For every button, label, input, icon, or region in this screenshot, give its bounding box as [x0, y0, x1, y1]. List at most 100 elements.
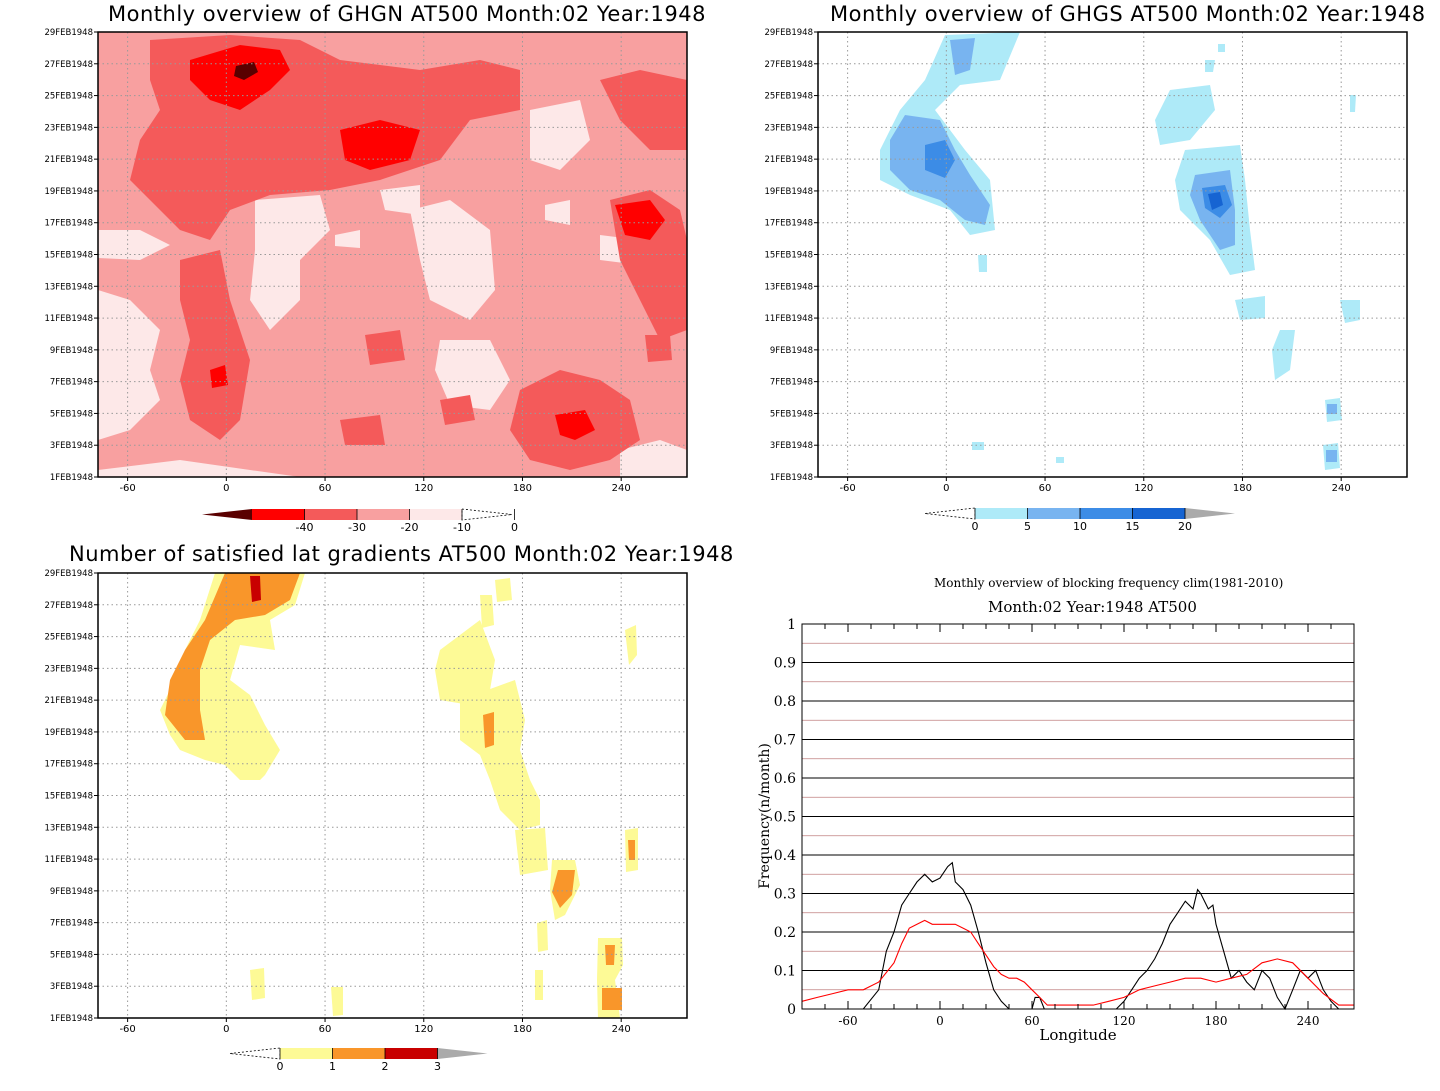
- colorbar-label: 5: [1024, 520, 1031, 533]
- y-tick-label: 11FEB1948: [44, 314, 93, 324]
- y-tick-label: 0.7: [774, 733, 796, 749]
- y-tick-label: 3FEB1948: [50, 982, 93, 992]
- series-line-0: [802, 861, 1354, 1011]
- x-tick-label: 240: [1297, 1014, 1320, 1028]
- x-tick-label: 180: [1205, 1014, 1228, 1028]
- x-tick-label: 60: [1039, 483, 1052, 494]
- y-tick-label: 29FEB1948: [764, 28, 813, 38]
- x-tick-label: 240: [1332, 483, 1351, 494]
- colorbar-box: [280, 1048, 333, 1059]
- y-tick-label: 3FEB1948: [50, 441, 93, 451]
- chart1-x-ticks: -60 0 60 120 180 240: [119, 477, 631, 494]
- x-tick-label: 180: [513, 1024, 532, 1035]
- chart3-x-ticks: -60 0 60 120 180 240: [119, 1018, 631, 1035]
- chart1-ghgn: 1FEB1948 3FEB1948 5FEB1948 7FEB1948 9FEB1948…: [44, 28, 688, 534]
- chart4-ylabel: Frequency(n/month): [757, 743, 773, 889]
- y-tick-label: 3FEB1948: [770, 441, 813, 451]
- y-tick-label: 0: [787, 1002, 796, 1018]
- chart2-y-ticks: 1FEB1948 3FEB1948 5FEB1948 7FEB1948 9FEB1948…: [764, 28, 818, 483]
- colorbar-label: 20: [1178, 520, 1192, 533]
- colorbar-label: -30: [348, 521, 366, 534]
- y-tick-label: 11FEB1948: [44, 855, 93, 865]
- chart1-colorbar: -40 -30 -20 -10 0: [202, 508, 518, 534]
- y-tick-label: 13FEB1948: [764, 282, 813, 292]
- chart4-title: Monthly overview of blocking frequency c…: [934, 576, 1284, 590]
- x-tick-label: 0: [223, 483, 229, 494]
- colorbar-extend-high: [461, 508, 513, 521]
- colorbar-box: [409, 509, 462, 520]
- colorbar-label: 10: [1073, 520, 1087, 533]
- chart4-blocking-frequency: 0 0.1 0.2 0.3 0.4 0.5 0.6 0.7 0.8 0.9 1 -60 0 60 120 1…: [757, 617, 1355, 1044]
- y-tick-label: 21FEB1948: [44, 696, 93, 706]
- chart3-field: [98, 573, 687, 1018]
- x-tick-label: 0: [223, 1024, 229, 1035]
- colorbar-label: -40: [296, 521, 314, 534]
- chart4-xlabel: Longitude: [1039, 1026, 1116, 1044]
- y-tick-label: 0.1: [774, 964, 796, 980]
- y-tick-label: 0.8: [774, 694, 796, 710]
- chart1-gridlines: [98, 32, 687, 477]
- colorbar-label: -20: [401, 521, 419, 534]
- colorbar-box: [304, 509, 357, 520]
- chart2-ghgs: 1FEB1948 3FEB1948 5FEB1948 7FEB1948 9FEB1948…: [764, 28, 1408, 533]
- chart2-field: [818, 32, 1407, 477]
- x-tick-label: 0: [936, 1014, 944, 1028]
- x-tick-label: 60: [319, 1024, 332, 1035]
- y-tick-label: 0.4: [774, 848, 796, 864]
- y-tick-label: 21FEB1948: [44, 155, 93, 165]
- chart3-title: Number of satisfied lat gradients AT500 …: [69, 542, 734, 566]
- colorbar-extend-high: [437, 1048, 488, 1059]
- chart4-x-ticks: -60 0 60 120 180 240: [801, 624, 1355, 1028]
- y-tick-label: 13FEB1948: [44, 282, 93, 292]
- chart3-y-ticks: 1FEB1948 3FEB1948 5FEB1948 7FEB1948 9FEB1948…: [44, 569, 98, 1024]
- y-tick-label: 11FEB1948: [764, 314, 813, 324]
- y-tick-label: 27FEB1948: [764, 60, 813, 70]
- chart2-colorbar: 0 5 10 15 20: [924, 507, 1235, 533]
- y-tick-label: 9FEB1948: [770, 346, 813, 356]
- x-tick-label: 180: [1233, 483, 1252, 494]
- y-tick-label: 7FEB1948: [50, 378, 93, 388]
- x-tick-label: 120: [1113, 1014, 1136, 1028]
- y-tick-label: 9FEB1948: [50, 887, 93, 897]
- y-tick-label: 15FEB1948: [44, 792, 93, 802]
- chart1-y-ticks: 1FEB1948 3FEB1948 5FEB1948 7FEB1948 9FEB1948…: [44, 28, 98, 483]
- y-tick-label: 21FEB1948: [764, 155, 813, 165]
- x-tick-label: 60: [319, 483, 332, 494]
- y-tick-label: 17FEB1948: [764, 219, 813, 229]
- colorbar-extend-low: [229, 1047, 281, 1060]
- y-tick-label: 19FEB1948: [44, 728, 93, 738]
- y-tick-label: 5FEB1948: [50, 409, 93, 419]
- colorbar-extend-low: [924, 507, 976, 520]
- chart3-lat-gradients: 1FEB1948 3FEB1948 5FEB1948 7FEB1948 9FEB1948…: [44, 569, 688, 1073]
- colorbar-box: [1080, 508, 1133, 519]
- y-tick-label: 27FEB1948: [44, 60, 93, 70]
- y-tick-label: 27FEB1948: [44, 601, 93, 611]
- chart4-gridlines: [802, 642, 1354, 991]
- y-tick-label: 1: [787, 617, 796, 633]
- colorbar-box: [975, 508, 1028, 519]
- chart3-gridlines: [98, 573, 687, 1018]
- x-tick-label: 0: [943, 483, 949, 494]
- colorbar-label: -10: [453, 521, 471, 534]
- y-tick-label: 0.5: [774, 810, 796, 826]
- y-tick-label: 0.9: [774, 656, 796, 672]
- y-tick-label: 25FEB1948: [44, 633, 93, 643]
- y-tick-label: 17FEB1948: [44, 760, 93, 770]
- y-tick-label: 19FEB1948: [764, 187, 813, 197]
- chart1-title: Monthly overview of GHGN AT500 Month:02 …: [108, 2, 706, 26]
- colorbar-box: [332, 1048, 385, 1059]
- y-tick-label: 25FEB1948: [44, 92, 93, 102]
- y-tick-label: 29FEB1948: [44, 569, 93, 579]
- y-tick-label: 13FEB1948: [44, 823, 93, 833]
- y-tick-label: 29FEB1948: [44, 28, 93, 38]
- y-tick-label: 1FEB1948: [770, 473, 813, 483]
- x-tick-label: -60: [839, 483, 855, 494]
- y-tick-label: 7FEB1948: [50, 919, 93, 929]
- y-tick-label: 15FEB1948: [764, 251, 813, 261]
- y-tick-label: 25FEB1948: [764, 92, 813, 102]
- series-line-1: [801, 919, 1354, 1006]
- colorbar-label: 3: [434, 1060, 441, 1073]
- chart4-y-ticks: 0 0.1 0.2 0.3 0.4 0.5 0.6 0.7 0.8 0.9 1: [774, 617, 796, 1018]
- x-tick-label: 240: [612, 483, 631, 494]
- colorbar-label: 0: [511, 521, 518, 534]
